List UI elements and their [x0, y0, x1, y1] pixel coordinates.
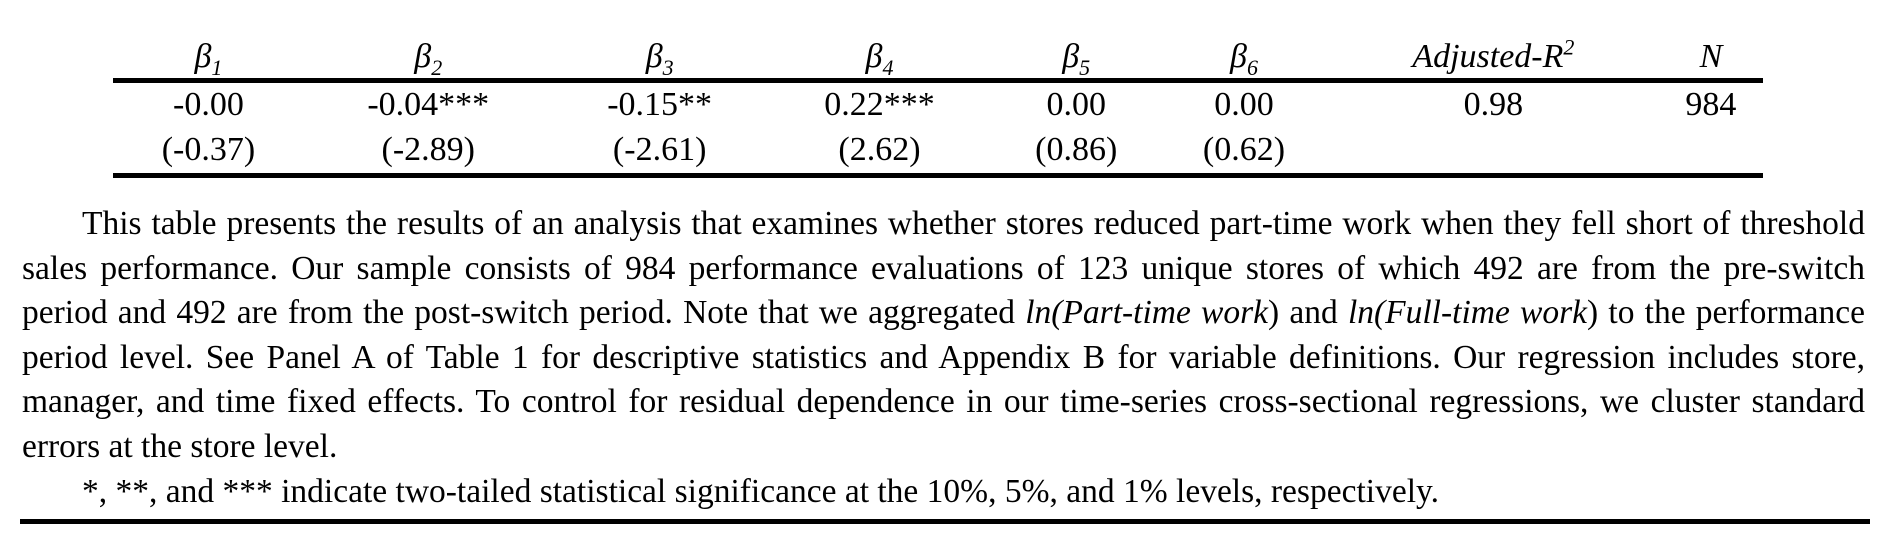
- value-n: 984: [1685, 85, 1737, 123]
- tstat-n: [1658, 126, 1763, 178]
- table-note: This table presents the results of an an…: [22, 202, 1865, 514]
- regression-results-table: β1 β2 β3 β4 β5 β6 Adjusted-R2 N -0.00 -0…: [113, 30, 1763, 178]
- coef-beta-4: 0.22***: [824, 85, 935, 123]
- header-n: N: [1658, 30, 1763, 83]
- coef-beta-6: 0.00: [1214, 85, 1274, 123]
- header-beta-6: β6: [1160, 30, 1328, 83]
- header-beta-5: β5: [992, 30, 1161, 83]
- header-beta-4: β4: [766, 30, 993, 83]
- tstat-beta-6: (0.62): [1160, 126, 1328, 178]
- tstat-beta-3: (-2.61): [552, 126, 767, 178]
- value-adjusted-r2: 0.98: [1463, 85, 1524, 123]
- bottom-rule: [20, 519, 1870, 524]
- coefficient-row: -0.00 -0.04*** -0.15** 0.22*** 0.00 0.00…: [113, 81, 1763, 127]
- tstat-beta-1: (-0.37): [113, 126, 304, 178]
- coef-beta-1: -0.00: [173, 85, 244, 123]
- header-beta-2: β2: [303, 30, 553, 83]
- header-beta-1: β1: [113, 30, 304, 83]
- italic-ln-full-time-work: ln(Full-time work: [1347, 294, 1588, 332]
- header-beta-3: β3: [552, 30, 767, 83]
- tstat-row: (-0.37) (-2.89) (-2.61) (2.62) (0.86) (0…: [113, 126, 1763, 178]
- tstat-beta-2: (-2.89): [303, 126, 553, 178]
- coef-beta-3: -0.15**: [607, 85, 713, 123]
- italic-ln-part-time-work: ln(Part-time work: [1025, 294, 1269, 332]
- tstat-adjusted-r2: [1327, 126, 1659, 178]
- coef-beta-5: 0.00: [1046, 85, 1106, 123]
- header-adjusted-r2: Adjusted-R2: [1327, 30, 1659, 83]
- coef-beta-2: -0.04***: [367, 85, 490, 123]
- tstat-beta-5: (0.86): [992, 126, 1161, 178]
- regression-results-table-container: β1 β2 β3 β4 β5 β6 Adjusted-R2 N -0.00 -0…: [113, 30, 1763, 178]
- table-header-row: β1 β2 β3 β4 β5 β6 Adjusted-R2 N: [113, 30, 1763, 83]
- note-description-paragraph: This table presents the results of an an…: [22, 205, 1866, 465]
- note-significance-paragraph: *, **, and *** indicate two-tailed stati…: [82, 472, 1439, 510]
- tstat-beta-4: (2.62): [766, 126, 993, 178]
